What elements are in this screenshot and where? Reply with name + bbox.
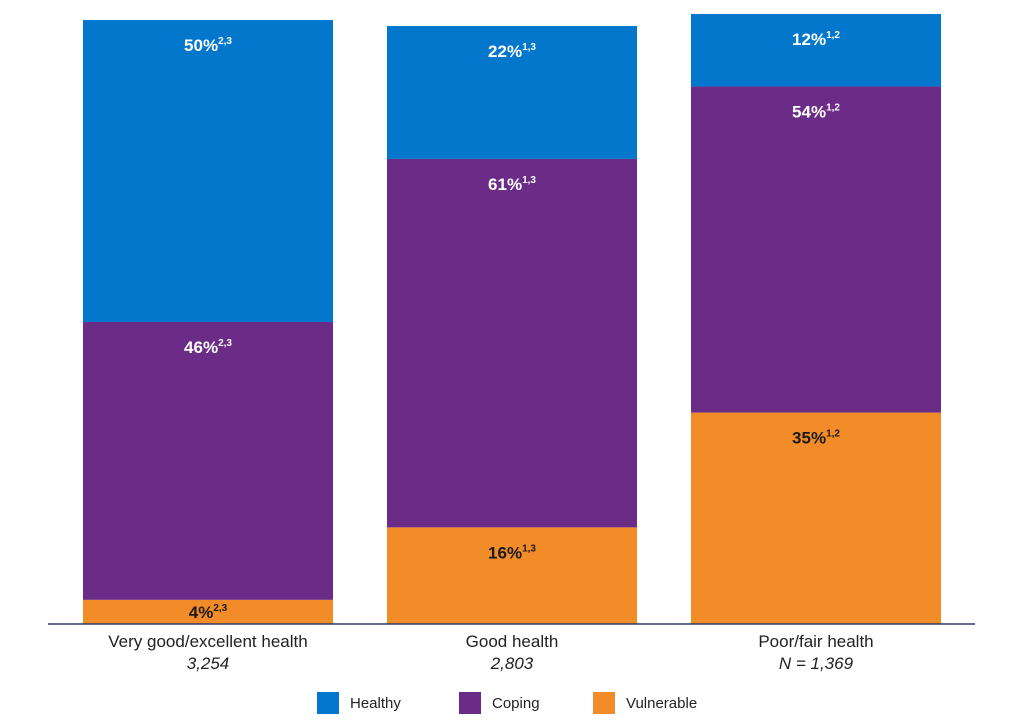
data-label-superscript: 1,2 (826, 429, 840, 440)
data-label-superscript: 1,3 (522, 42, 536, 53)
data-label-coping-1: 46%2,3 (184, 338, 232, 357)
bar-healthy-3 (691, 13, 941, 87)
bar-vulnerable-1 (83, 599, 333, 624)
legend-label-vulnerable: Vulnerable (626, 695, 697, 712)
bars-group (83, 13, 941, 624)
category-n-label-2: 2,803 (490, 654, 534, 673)
data-label-value: 54% (792, 102, 826, 121)
data-label-value: 16% (488, 543, 522, 562)
data-label-superscript: 1,3 (522, 175, 536, 186)
legend: Healthy Coping Vulnerable (317, 692, 697, 714)
data-label-value: 50% (184, 36, 218, 55)
bar-healthy-2 (387, 26, 637, 159)
legend-label-coping: Coping (492, 695, 540, 712)
data-label-coping-2: 61%1,3 (488, 175, 536, 194)
category-label-2: Good health (466, 632, 559, 651)
data-label-superscript: 1,2 (826, 30, 840, 41)
data-label-vulnerable-2: 16%1,3 (488, 543, 536, 562)
data-label-healthy-1: 50%2,3 (184, 36, 232, 55)
data-label-superscript: 2,3 (218, 36, 232, 47)
data-label-value: 22% (488, 42, 522, 61)
bar-coping-3 (691, 86, 941, 413)
category-label-1: Very good/excellent health (108, 632, 307, 651)
bar-vulnerable-3 (691, 412, 941, 624)
data-label-healthy-2: 22%1,3 (488, 42, 536, 61)
legend-label-healthy: Healthy (350, 695, 401, 712)
category-label-3: Poor/fair health (758, 632, 873, 651)
bar-vulnerable-2 (387, 527, 637, 624)
category-labels-group: Very good/excellent health 3,254 Good heal… (108, 632, 873, 673)
bar-healthy-1 (83, 20, 333, 322)
bar-coping-1 (83, 322, 333, 600)
data-label-value: 61% (488, 175, 522, 194)
data-label-superscript: 1,2 (826, 102, 840, 113)
data-label-superscript: 2,3 (218, 338, 232, 349)
data-label-vulnerable-1: 4%2,3 (189, 603, 228, 622)
data-label-superscript: 1,3 (522, 543, 536, 554)
data-label-value: 35% (792, 429, 826, 448)
bar-coping-2 (387, 158, 637, 528)
legend-swatch-healthy (317, 692, 339, 714)
data-label-value: 12% (792, 30, 826, 49)
data-label-value: 4% (189, 603, 214, 622)
data-label-superscript: 2,3 (213, 603, 227, 614)
segment-labels-group: 4%2,346%2,350%2,316%1,361%1,322%1,335%1,… (184, 30, 840, 622)
data-label-vulnerable-3: 35%1,2 (792, 429, 840, 448)
data-label-healthy-3: 12%1,2 (792, 30, 840, 49)
legend-swatch-coping (459, 692, 481, 714)
data-label-value: 46% (184, 338, 218, 357)
category-n-label-3: N = 1,369 (779, 654, 854, 673)
data-label-coping-3: 54%1,2 (792, 102, 840, 121)
legend-swatch-vulnerable (593, 692, 615, 714)
category-n-label-1: 3,254 (187, 654, 230, 673)
